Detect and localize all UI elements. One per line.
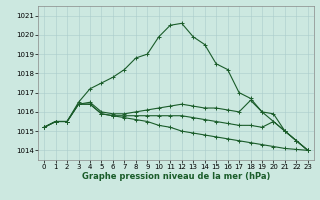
X-axis label: Graphe pression niveau de la mer (hPa): Graphe pression niveau de la mer (hPa) xyxy=(82,172,270,181)
